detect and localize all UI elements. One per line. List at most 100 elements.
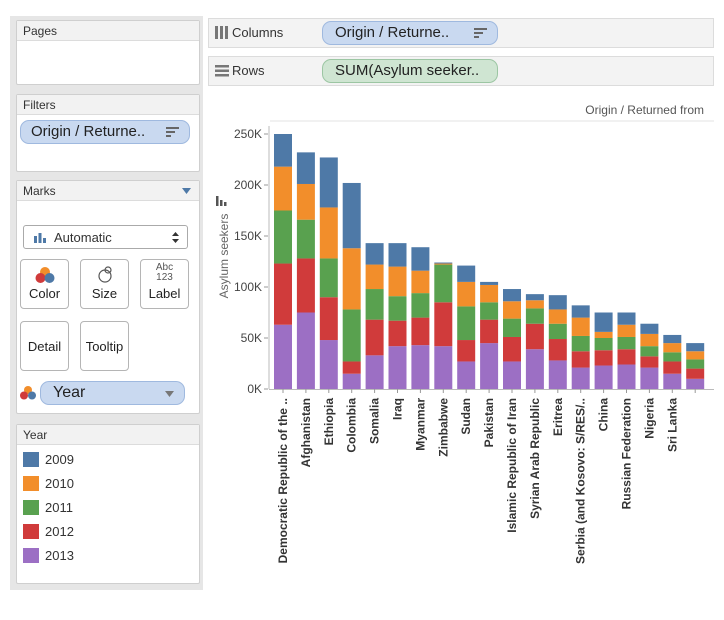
bar-segment[interactable] xyxy=(296,312,315,390)
filter-field-pill[interactable]: Origin / Returne.. xyxy=(20,120,190,144)
bar-segment[interactable] xyxy=(663,334,682,344)
bar-segment[interactable] xyxy=(388,243,407,267)
bar-segment[interactable] xyxy=(411,270,430,294)
bar-segment[interactable] xyxy=(640,323,659,334)
bar-segment[interactable] xyxy=(525,308,544,324)
bar-segment[interactable] xyxy=(503,301,521,319)
bar-segment[interactable] xyxy=(365,319,384,356)
bar-segment[interactable] xyxy=(480,302,499,320)
bar-segment[interactable] xyxy=(571,367,590,389)
sort-descending-icon[interactable] xyxy=(474,28,487,39)
bar-segment[interactable] xyxy=(503,318,521,337)
bar-segment[interactable] xyxy=(548,339,567,361)
bar-segment[interactable] xyxy=(571,335,590,352)
bar-segment[interactable] xyxy=(434,346,453,389)
bar-segment[interactable] xyxy=(274,166,292,211)
bar-segment[interactable] xyxy=(296,219,315,259)
bar-segment[interactable] xyxy=(274,324,292,389)
bar-segment[interactable] xyxy=(411,293,430,318)
color-button[interactable]: Color xyxy=(20,259,69,309)
bar-segment[interactable] xyxy=(480,319,499,344)
label-button[interactable]: Abc 123 Label xyxy=(140,259,189,309)
bar-segment[interactable] xyxy=(411,345,430,389)
bar-segment[interactable] xyxy=(388,266,407,297)
bar-segment[interactable] xyxy=(548,295,567,310)
bar-segment[interactable] xyxy=(296,183,315,220)
bar-segment[interactable] xyxy=(686,368,705,379)
bar-segment[interactable] xyxy=(388,320,407,347)
bar-segment[interactable] xyxy=(686,351,705,360)
bar-segment[interactable] xyxy=(571,317,590,336)
bar-segment[interactable] xyxy=(640,367,659,389)
bar-segment[interactable] xyxy=(434,302,453,347)
bar-segment[interactable] xyxy=(663,352,682,362)
size-button[interactable]: Size xyxy=(80,259,129,309)
chevron-down-icon[interactable] xyxy=(165,391,174,397)
bar-segment[interactable] xyxy=(319,340,338,389)
bar-segment[interactable] xyxy=(525,294,544,301)
bar-segment[interactable] xyxy=(617,324,636,337)
color-field-pill[interactable]: Year xyxy=(40,381,185,405)
bar-segment[interactable] xyxy=(640,356,659,368)
bar-segment[interactable] xyxy=(457,340,476,362)
bar-segment[interactable] xyxy=(365,289,384,320)
bar-segment[interactable] xyxy=(617,349,636,365)
bar-segment[interactable] xyxy=(434,264,453,303)
bar-segment[interactable] xyxy=(594,338,613,351)
bar-segment[interactable] xyxy=(548,309,567,324)
bar-segment[interactable] xyxy=(319,258,338,298)
columns-field-pill[interactable]: Origin / Returne.. xyxy=(322,21,498,45)
bar-segment[interactable] xyxy=(663,373,682,389)
bar-segment[interactable] xyxy=(571,305,590,318)
bar-segment[interactable] xyxy=(457,281,476,307)
rows-field-pill[interactable]: SUM(Asylum seeker.. xyxy=(322,59,498,83)
bar-segment[interactable] xyxy=(365,243,384,265)
rows-shelf[interactable]: Rows SUM(Asylum seeker.. xyxy=(208,56,714,86)
bar-segment[interactable] xyxy=(365,355,384,389)
bar-segment[interactable] xyxy=(457,306,476,341)
bar-segment[interactable] xyxy=(342,248,361,310)
bar-segment[interactable] xyxy=(319,207,338,259)
bar-segment[interactable] xyxy=(388,346,407,389)
bar-segment[interactable] xyxy=(274,263,292,325)
bar-segment[interactable] xyxy=(319,297,338,341)
bar-segment[interactable] xyxy=(617,312,636,325)
bar-segment[interactable] xyxy=(480,281,499,285)
bar-segment[interactable] xyxy=(274,210,292,264)
bar-segment[interactable] xyxy=(434,262,453,264)
bar-segment[interactable] xyxy=(686,343,705,352)
sort-descending-icon[interactable] xyxy=(166,127,179,138)
bar-segment[interactable] xyxy=(594,312,613,332)
columns-shelf[interactable]: Columns Origin / Returne.. xyxy=(208,18,714,48)
bar-segment[interactable] xyxy=(434,263,453,265)
bar-segment[interactable] xyxy=(319,157,338,208)
bar-segment[interactable] xyxy=(594,365,613,389)
bar-segment[interactable] xyxy=(296,258,315,313)
bar-segment[interactable] xyxy=(411,247,430,271)
bar-segment[interactable] xyxy=(617,364,636,389)
bar-segment[interactable] xyxy=(274,134,292,167)
bar-segment[interactable] xyxy=(480,284,499,303)
bar-segment[interactable] xyxy=(480,343,499,389)
bar-segment[interactable] xyxy=(457,361,476,389)
bar-segment[interactable] xyxy=(457,265,476,282)
bar-segment[interactable] xyxy=(365,264,384,290)
bar-segment[interactable] xyxy=(617,336,636,350)
bar-segment[interactable] xyxy=(342,182,361,249)
bar-segment[interactable] xyxy=(686,378,705,389)
bar-segment[interactable] xyxy=(571,351,590,368)
bar-segment[interactable] xyxy=(594,331,613,338)
bar-segment[interactable] xyxy=(342,373,361,389)
bar-segment[interactable] xyxy=(663,343,682,353)
bar-segment[interactable] xyxy=(686,359,705,369)
bar-segment[interactable] xyxy=(594,350,613,366)
bar-segment[interactable] xyxy=(411,317,430,346)
bar-segment[interactable] xyxy=(342,309,361,362)
bar-segment[interactable] xyxy=(548,323,567,340)
bar-segment[interactable] xyxy=(342,361,361,374)
bar-segment[interactable] xyxy=(503,361,521,389)
bar-segment[interactable] xyxy=(548,360,567,389)
bar-segment[interactable] xyxy=(525,349,544,389)
bar-segment[interactable] xyxy=(640,333,659,347)
bar-segment[interactable] xyxy=(503,336,521,362)
